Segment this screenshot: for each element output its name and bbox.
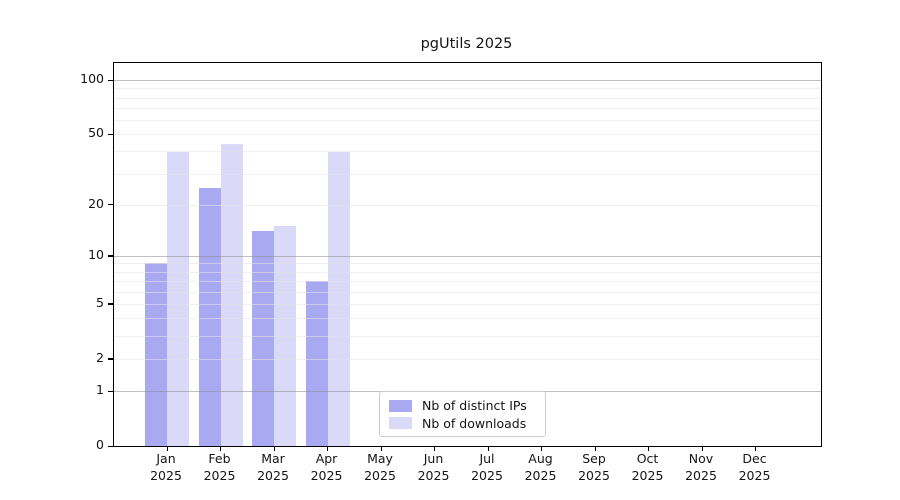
y-tick xyxy=(108,358,114,360)
gridline-minor xyxy=(114,134,821,136)
bar-distinct-ips-feb xyxy=(198,187,221,446)
gridline-minor xyxy=(114,119,821,121)
legend-swatch-downloads xyxy=(389,417,412,430)
x-tick xyxy=(648,446,650,451)
x-tick-label: Jul 2025 xyxy=(471,451,503,483)
gridline-minor xyxy=(114,107,821,109)
x-tick-label: Jan 2025 xyxy=(150,451,182,483)
plot-area xyxy=(108,62,822,451)
gridline-major xyxy=(114,255,821,257)
y-tick-label: 1 xyxy=(96,382,104,398)
y-tick-label: 50 xyxy=(88,125,104,141)
x-tick xyxy=(220,446,222,451)
gridline-minor xyxy=(114,291,821,293)
x-tick xyxy=(701,446,703,451)
bar-distinct-ips-jan xyxy=(145,263,167,446)
gridline-minor xyxy=(114,358,821,360)
x-tick-label: Dec 2025 xyxy=(738,451,771,483)
y-tick xyxy=(108,204,114,206)
gridline-minor xyxy=(114,318,821,320)
y-tick-label: 10 xyxy=(88,246,104,262)
x-tick xyxy=(755,446,757,451)
gridline-minor xyxy=(114,173,821,175)
bar-downloads-apr xyxy=(327,151,350,446)
x-tick xyxy=(327,446,329,451)
x-tick-label: Aug 2025 xyxy=(524,451,557,483)
y-tick-label: 0 xyxy=(96,437,104,452)
x-tick xyxy=(541,446,543,451)
legend-swatch-distinct-ips xyxy=(389,399,412,412)
y-tick xyxy=(108,79,114,81)
gridline-major xyxy=(114,80,821,81)
legend-entry-distinct-ips: Nb of distinct IPs xyxy=(389,397,536,415)
y-tick xyxy=(108,390,114,392)
y-tick xyxy=(108,303,114,305)
x-tick xyxy=(434,446,436,451)
x-tick-label: May 2025 xyxy=(364,451,396,483)
legend-entry-downloads: Nb of downloads xyxy=(389,415,536,433)
x-tick xyxy=(166,446,168,451)
legend-label-downloads: Nb of downloads xyxy=(422,415,527,431)
bar-distinct-ips-apr xyxy=(305,281,328,446)
y-tick-label: 5 xyxy=(96,294,104,310)
y-tick xyxy=(108,255,114,257)
x-tick-label: Sep 2025 xyxy=(578,451,610,483)
gridline-minor xyxy=(114,151,821,153)
y-tick-label: 100 xyxy=(80,71,104,86)
gridline-minor xyxy=(114,281,821,283)
x-tick xyxy=(487,446,489,451)
x-tick-label: Mar 2025 xyxy=(257,451,289,483)
gridline-minor xyxy=(114,336,821,338)
gridline-minor xyxy=(114,204,821,206)
gridline-minor xyxy=(114,88,821,90)
bar-distinct-ips-mar xyxy=(252,231,274,446)
y-tick-label: 2 xyxy=(96,349,104,365)
gridline-minor xyxy=(114,271,821,273)
y-tick xyxy=(108,445,114,447)
x-tick-label: Nov 2025 xyxy=(685,451,717,483)
x-tick xyxy=(273,446,275,451)
x-tick-label: Apr 2025 xyxy=(310,451,343,483)
x-tick-label: Oct 2025 xyxy=(631,451,664,483)
x-tick-label: Jun 2025 xyxy=(417,451,450,483)
x-tick-label: Feb 2025 xyxy=(203,451,236,483)
y-tick-label: 20 xyxy=(88,195,104,211)
x-tick xyxy=(380,446,382,451)
bar-downloads-feb xyxy=(220,144,243,446)
chart-title: pgUtils 2025 xyxy=(420,36,513,52)
x-tick xyxy=(594,446,596,451)
legend: Nb of distinct IPs Nb of downloads xyxy=(379,391,546,437)
gridline-minor xyxy=(114,263,821,265)
gridline-minor xyxy=(114,97,821,99)
bar-downloads-jan xyxy=(167,151,189,446)
gridline-minor xyxy=(114,303,821,305)
y-tick xyxy=(108,133,114,136)
legend-label-distinct-ips: Nb of distinct IPs xyxy=(422,398,527,414)
